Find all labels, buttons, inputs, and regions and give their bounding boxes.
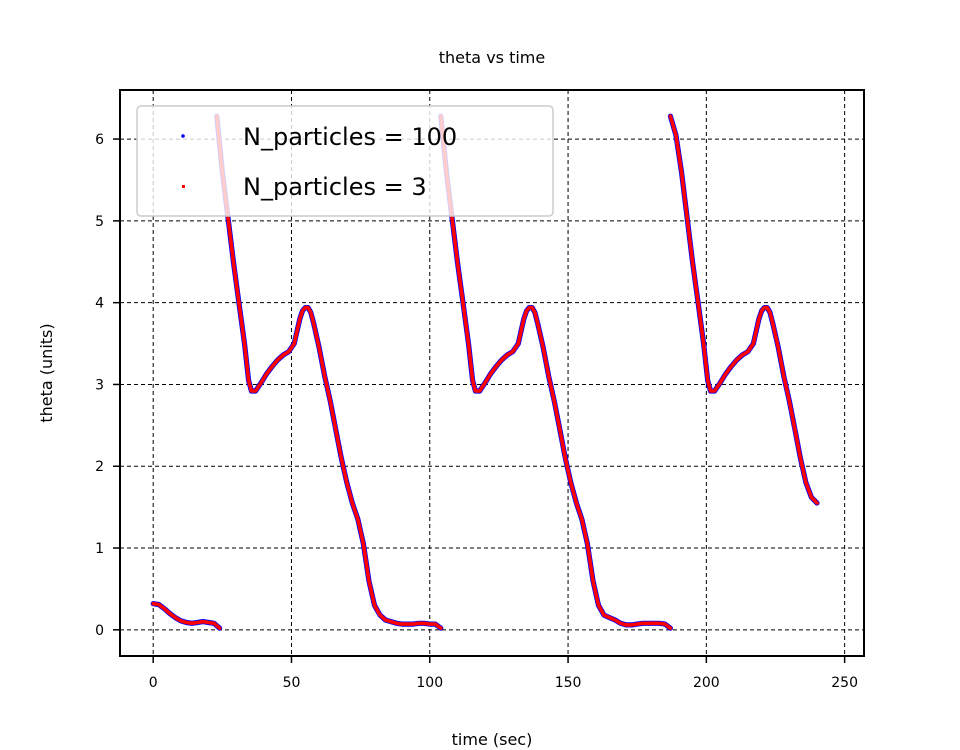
y-tick-label: 0	[95, 623, 104, 639]
legend-marker-red	[182, 185, 185, 188]
legend-box	[136, 105, 554, 217]
x-tick-label: 200	[693, 675, 720, 691]
x-tick-label: 150	[555, 675, 582, 691]
y-tick-label: 3	[95, 377, 104, 393]
series-points-0	[153, 602, 221, 629]
series-points-1	[216, 116, 442, 629]
legend-label-n3: N_particles = 3	[243, 173, 427, 201]
series-points-3	[669, 115, 818, 504]
series-segment-3	[668, 114, 819, 505]
y-tick-label: 2	[95, 459, 104, 475]
series-segment-3	[667, 113, 820, 506]
plot-frame	[119, 89, 865, 657]
axis-ticks: 0 50 100 150 200 250 0 1 2 3 4 5 6	[95, 132, 858, 691]
x-tick-label: 250	[831, 675, 858, 691]
y-tick-label: 6	[95, 132, 104, 148]
x-tick-label: 50	[283, 675, 301, 691]
y-tick-label: 1	[95, 541, 104, 557]
legend-label-n100: N_particles = 100	[243, 123, 457, 151]
y-tick-label: 4	[95, 296, 104, 312]
x-tick-label: 100	[416, 675, 443, 691]
legend-marker-blue	[181, 134, 185, 138]
series-n3	[151, 114, 819, 630]
x-axis-label: time (sec)	[452, 730, 533, 749]
chart-title: theta vs time	[439, 48, 545, 67]
x-tick-label: 0	[149, 675, 158, 691]
plot-area	[150, 113, 820, 631]
y-axis-label: theta (units)	[37, 323, 56, 422]
y-tick-label: 5	[95, 214, 104, 230]
legend: N_particles = 100 N_particles = 3	[136, 105, 554, 217]
series-segment-2	[439, 114, 673, 630]
